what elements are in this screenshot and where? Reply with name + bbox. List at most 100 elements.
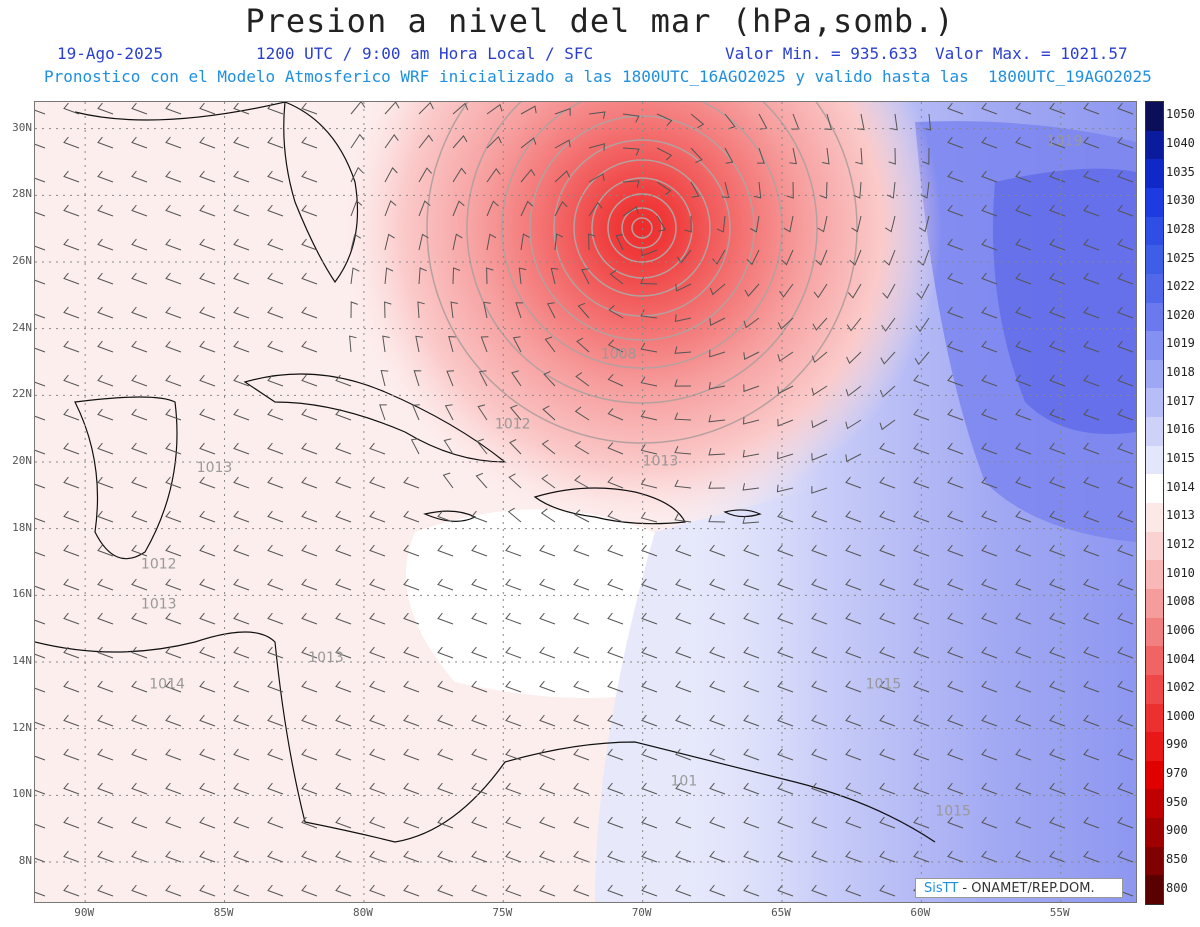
latitude-label: 8N <box>18 854 32 867</box>
wind-barb <box>233 238 250 251</box>
wind-barb <box>63 578 80 591</box>
wind-barb <box>822 147 830 165</box>
wind-barb <box>471 612 488 625</box>
wind-barb <box>63 374 80 387</box>
wind-barb <box>450 301 458 319</box>
wind-barb <box>812 317 828 331</box>
colorbar-segment <box>1146 216 1163 246</box>
wind-barb <box>403 714 420 727</box>
wind-barb <box>1117 442 1134 455</box>
wind-barb <box>233 748 250 761</box>
wind-barb <box>437 884 454 897</box>
wind-barb <box>640 478 658 489</box>
wind-barb <box>1015 816 1032 829</box>
wind-barb <box>879 442 896 455</box>
wind-barb <box>369 510 386 523</box>
wind-barb <box>1117 544 1134 557</box>
wind-barb <box>199 782 216 795</box>
wind-barb <box>690 113 705 129</box>
colorbar-segment <box>1146 875 1163 905</box>
wind-barb <box>301 612 318 625</box>
wind-barb <box>97 272 114 285</box>
wind-barb <box>452 135 468 149</box>
wind-barb <box>63 850 80 863</box>
puerto-rico-coast <box>723 509 762 518</box>
wind-barb <box>588 233 596 251</box>
wind-barb <box>1015 306 1032 319</box>
wind-barb <box>131 272 148 285</box>
wind-barb <box>573 850 590 863</box>
colorbar-label: 1004 <box>1166 651 1195 666</box>
wind-barb <box>541 474 556 489</box>
wind-barb <box>165 170 182 183</box>
wind-barb <box>913 544 930 557</box>
wind-barb <box>35 687 46 693</box>
wind-barb <box>63 714 80 727</box>
wind-barb <box>777 748 794 761</box>
wind-barb <box>267 442 284 455</box>
wind-barb <box>615 234 624 251</box>
wind-barb <box>63 680 80 693</box>
wind-barb <box>301 782 318 795</box>
wind-barb <box>199 408 216 421</box>
wind-barb <box>675 680 692 693</box>
wind-barb <box>981 170 998 183</box>
wind-barb <box>437 646 454 659</box>
wind-barb <box>335 544 352 557</box>
wind-barb <box>369 748 386 761</box>
wind-barb <box>641 714 658 727</box>
wind-barb <box>1049 204 1066 217</box>
wind-barb <box>674 379 692 387</box>
wind-barb <box>384 200 397 217</box>
wind-barb <box>1049 340 1066 353</box>
wind-barb <box>1083 782 1100 795</box>
wind-barb <box>448 336 456 353</box>
wind-barb <box>1117 578 1134 591</box>
wind-barb <box>369 544 386 557</box>
wind-barb <box>743 544 760 557</box>
wind-barb <box>165 544 182 557</box>
wind-barb <box>515 302 524 319</box>
wind-barb <box>845 612 862 625</box>
wind-barb <box>233 170 250 183</box>
time-text: 1200 UTC / 9:00 am Hora Local / SFC <box>256 44 594 63</box>
wind-barb <box>845 816 862 829</box>
wind-barb <box>35 109 46 115</box>
wind-barb <box>709 317 726 326</box>
wind-barb <box>452 167 467 183</box>
wind-barb <box>1049 510 1066 523</box>
colorbar-label: 1028 <box>1166 221 1195 236</box>
colorbar-label: 1035 <box>1166 164 1195 179</box>
wind-barb <box>656 215 666 232</box>
colorbar-segment <box>1146 417 1163 447</box>
wind-barb <box>777 578 794 591</box>
wind-barb <box>574 406 590 421</box>
wind-barb <box>947 408 964 421</box>
wind-barb <box>813 283 828 299</box>
wind-barb <box>573 782 590 795</box>
wind-barb <box>879 419 896 431</box>
wind-barb <box>641 578 658 591</box>
wind-barb <box>811 714 828 727</box>
wind-barb <box>267 102 284 115</box>
wind-barb <box>742 449 760 458</box>
colorbar-segment <box>1146 245 1163 275</box>
wind-barb <box>709 646 726 659</box>
wind-barb <box>301 204 318 217</box>
latitude-label: 16N <box>12 587 32 601</box>
wind-barb <box>131 816 148 829</box>
wind-barb <box>879 782 896 795</box>
wind-barb <box>165 884 182 897</box>
wind-barb <box>301 476 318 489</box>
wind-barb <box>267 646 284 659</box>
wind-barb <box>505 646 522 659</box>
wind-barb <box>267 816 284 829</box>
wind-barb <box>384 233 395 251</box>
wind-barb <box>131 646 148 659</box>
wind-barb <box>403 578 420 591</box>
wind-barb <box>1117 476 1134 489</box>
wind-barb <box>779 283 794 298</box>
colorbar-label: 1015 <box>1166 451 1195 466</box>
wind-barb <box>505 782 522 795</box>
wind-barbs <box>35 102 1134 897</box>
